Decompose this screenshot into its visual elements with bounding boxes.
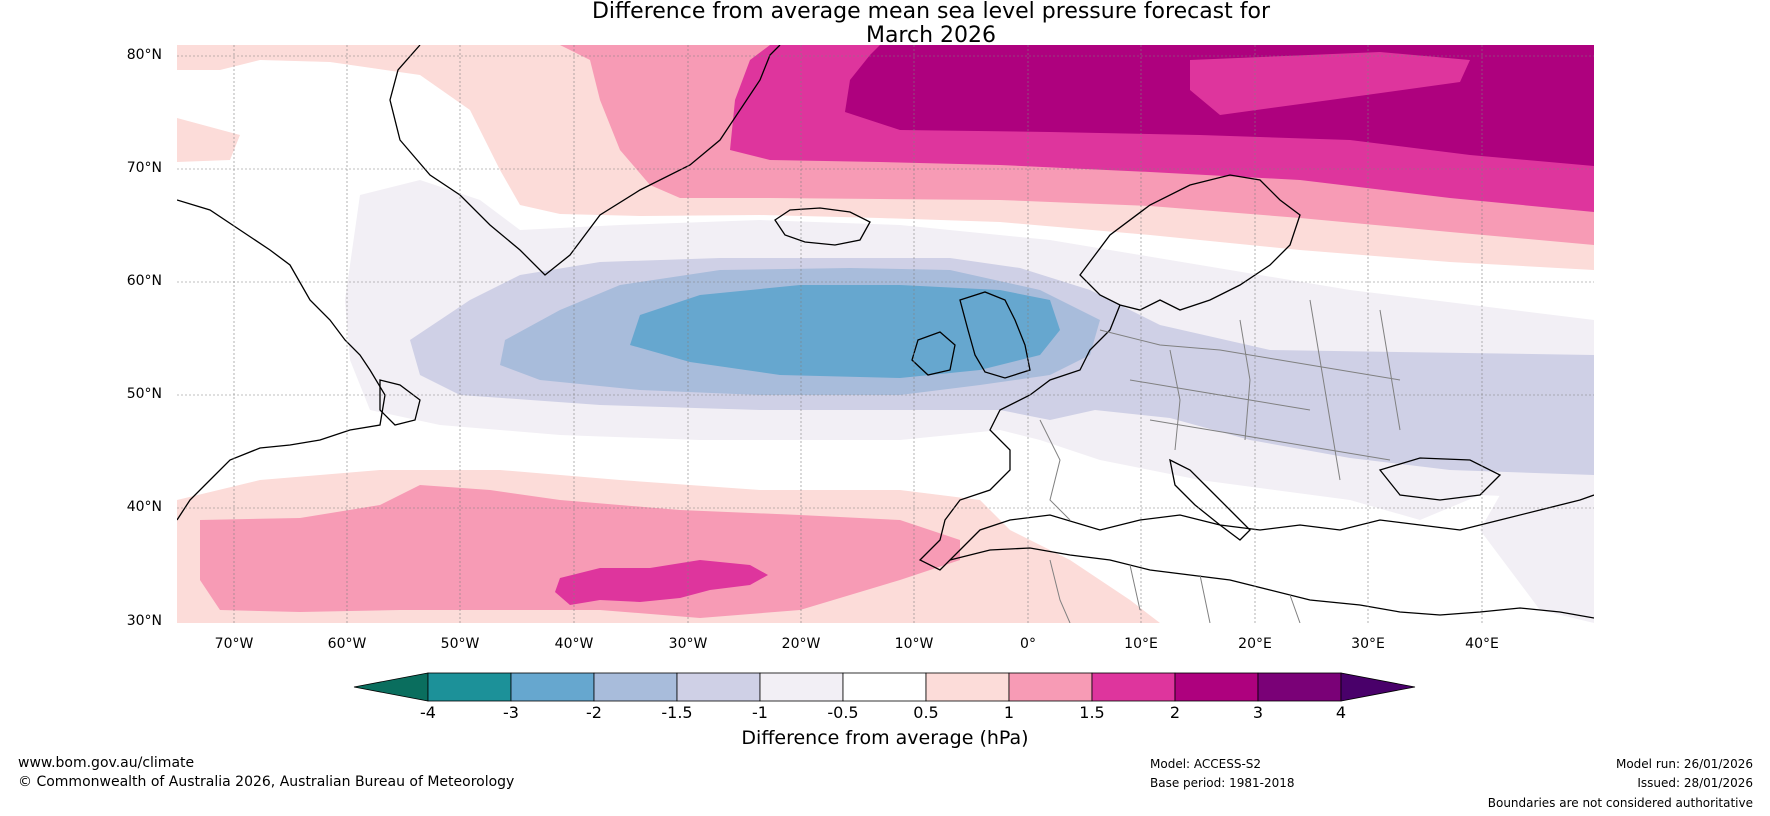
colorbar-segment-2 (510, 672, 595, 702)
colorbar-label-neg4: -4 (420, 703, 436, 722)
colorbar-label-1.5: 1.5 (1079, 703, 1105, 722)
lon-label-10w: 10°W (894, 636, 934, 652)
anomaly-band-1-south (200, 485, 960, 618)
black-sea-coast (1378, 457, 1502, 501)
anomaly-band-1.5-arctic (1190, 52, 1470, 115)
website-link[interactable]: www.bom.gov.au/climate (18, 755, 195, 771)
colorbar-label-neg2: -2 (586, 703, 602, 722)
lon-label-40w: 40°W (554, 636, 594, 652)
issued-date: Issued: 28/01/2026 (1637, 776, 1753, 790)
colorbar-segment-8 (1008, 672, 1093, 702)
uk-ireland-coast (911, 291, 1031, 379)
newfoundland-coast (379, 379, 421, 426)
lon-label-60w: 60°W (327, 636, 367, 652)
colorbar-segment-4 (676, 672, 761, 702)
colorbar (353, 672, 1416, 702)
lon-label-30w: 30°W (668, 636, 708, 652)
colorbar-label-3: 3 (1252, 703, 1264, 722)
copyright-text: © Commonwealth of Australia 2026, Austra… (18, 774, 515, 790)
graticule (177, 45, 1594, 623)
lon-label-10e: 10°E (1124, 636, 1158, 652)
italy-coast (1169, 458, 1251, 541)
colorbar-segment-7 (925, 672, 1010, 702)
africa-coast (949, 547, 1594, 619)
borders-north-africa (1049, 559, 1301, 623)
colorbar-label-1: 1 (1003, 703, 1015, 722)
lon-label-50w: 50°W (440, 636, 480, 652)
colorbar-label-neg3: -3 (503, 703, 519, 722)
lat-label-50n: 50°N (126, 386, 162, 402)
colorbar-extend-low (353, 672, 429, 702)
greenland-coast (389, 45, 781, 276)
lat-label-60n: 60°N (126, 273, 162, 289)
anomaly-band-1.5-south (555, 560, 768, 605)
map-title-line1: Difference from average mean sea level p… (591, 0, 1271, 24)
base-period: Base period: 1981-2018 (1150, 776, 1295, 790)
colorbar-label-2: 2 (1169, 703, 1181, 722)
colorbar-segment-5 (759, 672, 844, 702)
colorbar-segment-6 (842, 672, 927, 702)
colorbar-label-4: 4 (1335, 703, 1347, 722)
lon-label-20e: 20°E (1238, 636, 1272, 652)
borders-central-europe (1039, 299, 1401, 521)
colorbar-segment-10 (1174, 672, 1259, 702)
lon-label-70w: 70°W (214, 636, 254, 652)
colorbar-label-neg1.5: -1.5 (661, 703, 693, 722)
pressure-anomaly-fills (177, 45, 1594, 623)
colorbar-segment-1 (427, 672, 512, 702)
colorbar-extend-high (1340, 672, 1416, 702)
colorbar-label-neg0.5: -0.5 (827, 703, 859, 722)
lat-label-30n: 30°N (126, 613, 162, 629)
colorbar-segment-3 (593, 672, 678, 702)
lat-label-70n: 70°N (126, 160, 162, 176)
anomaly-band-neg0.5-east (1480, 480, 1594, 623)
lon-label-40e: 40°E (1465, 636, 1499, 652)
scandinavia-coast (1079, 174, 1301, 311)
north-america-coast (177, 199, 386, 521)
colorbar-label-0.5: 0.5 (913, 703, 939, 722)
map-title-line2: March 2026 (865, 23, 997, 48)
map-title: Difference from average mean sea level p… (0, 0, 1770, 48)
europe-coast (918, 304, 1594, 571)
colorbar-label-neg1: -1 (752, 703, 768, 722)
country-borders (1039, 299, 1401, 623)
coastlines (177, 45, 1594, 619)
lon-label-30e: 30°E (1351, 636, 1385, 652)
model-name: Model: ACCESS-S2 (1150, 757, 1262, 771)
iceland-coast (774, 207, 871, 246)
anomaly-band-0.5-west (177, 118, 240, 162)
lon-label-20w: 20°W (781, 636, 821, 652)
colorbar-segment-11 (1257, 672, 1342, 702)
boundaries-disclaimer: Boundaries are not considered authoritat… (1487, 796, 1753, 810)
colorbar-title: Difference from average (hPa) (741, 727, 1029, 749)
lat-label-40n: 40°N (126, 499, 162, 515)
colorbar-segment-9 (1091, 672, 1176, 702)
model-run-date: Model run: 26/01/2026 (1615, 757, 1753, 771)
lat-label-80n: 80°N (126, 47, 162, 63)
lon-label-0: 0° (1020, 636, 1036, 652)
